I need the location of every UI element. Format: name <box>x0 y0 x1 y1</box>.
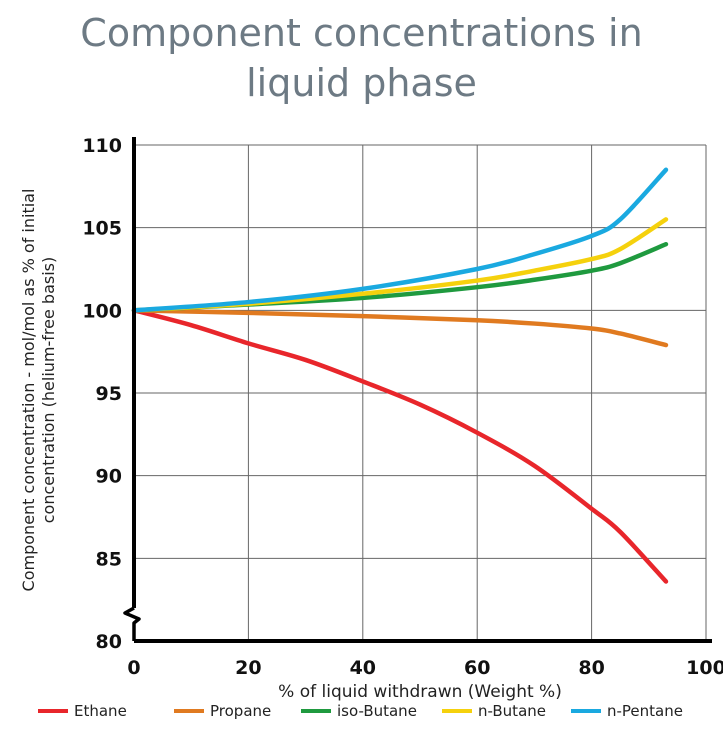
series-lines <box>131 167 669 584</box>
y-tick-label: 80 <box>96 631 122 653</box>
legend-item-propane: Propane <box>174 702 271 720</box>
y-axis-label: Component concentration - mol/mol as % o… <box>19 189 58 592</box>
legend-item-ethane: Ethane <box>38 702 127 720</box>
x-axis-label: % of liquid withdrawn (Weight %) <box>278 682 562 702</box>
legend-item-n-butane: n-Butane <box>442 702 546 720</box>
chart-title: Component concentrations in liquid phase <box>0 8 723 108</box>
legend-item-n-pentane: n-Pentane <box>571 702 683 720</box>
legend-label: n-Pentane <box>607 702 683 720</box>
x-tick-label: 0 <box>127 657 140 679</box>
series-line-ethane <box>131 308 669 584</box>
grid-lines <box>134 144 707 641</box>
x-tick-label: 80 <box>578 657 604 679</box>
y-axis-label-line-1: Component concentration - mol/mol as % o… <box>19 189 38 592</box>
series-line-n-pentane <box>131 167 669 313</box>
y-tick-label: 100 <box>82 300 122 322</box>
chart-title-line-2: liquid phase <box>246 61 477 105</box>
legend-swatch <box>571 709 601 713</box>
legend: Ethane Propane iso-Butane n-Butane n-Pen… <box>0 702 723 724</box>
legend-item-iso-butane: iso-Butane <box>301 702 417 720</box>
legend-swatch <box>174 709 204 713</box>
legend-label: iso-Butane <box>337 702 417 720</box>
y-tick-label: 105 <box>82 218 122 240</box>
series-line-iso-butane <box>131 241 669 313</box>
y-axis-break <box>123 606 141 641</box>
series-line-propane <box>131 308 669 348</box>
legend-label: Ethane <box>74 702 127 720</box>
legend-swatch <box>38 709 68 713</box>
y-axis-label-line-2: concentration (helium-free basis) <box>39 257 58 523</box>
legend-label: Propane <box>210 702 272 720</box>
y-tick-label: 95 <box>96 383 122 405</box>
axes <box>123 137 712 643</box>
x-tick-label: 40 <box>350 657 376 679</box>
y-tick-label: 90 <box>96 466 122 488</box>
chart-title-line-1: Component concentrations in <box>80 11 643 55</box>
x-tick-label: 100 <box>686 657 723 679</box>
legend-label: n-Butane <box>478 702 546 720</box>
legend-swatch <box>442 709 472 713</box>
x-tick-label: 60 <box>464 657 490 679</box>
y-tick-label: 85 <box>96 548 122 570</box>
x-tick-label: 20 <box>235 657 261 679</box>
tick-labels: 0 20 40 60 80 100 80 85 90 95 100 105 110 <box>82 135 723 679</box>
legend-swatch <box>301 709 331 713</box>
y-tick-label: 110 <box>82 135 122 157</box>
